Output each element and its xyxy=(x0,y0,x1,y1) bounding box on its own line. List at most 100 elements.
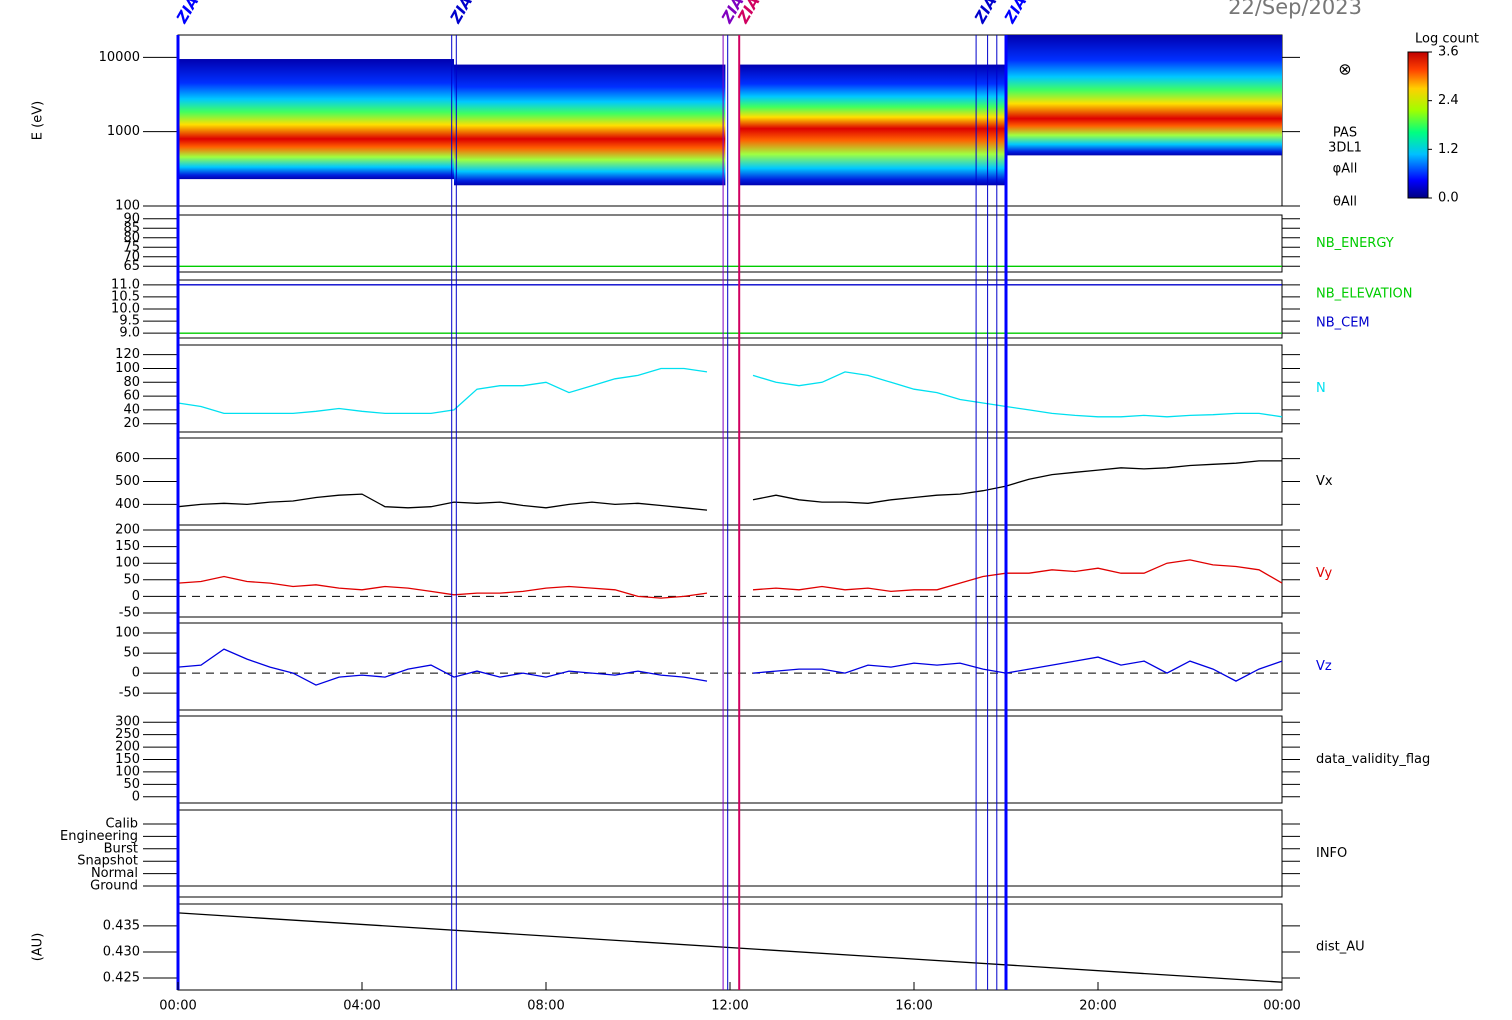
event-label: ZIAS xyxy=(1000,0,1036,27)
series-name: Vx xyxy=(1316,474,1333,489)
spectrogram-band xyxy=(1006,35,1282,156)
y-tick-label: 0.430 xyxy=(103,944,140,959)
series-name: NB_CEM xyxy=(1316,316,1370,331)
y-tick-label: -50 xyxy=(119,686,140,701)
panel-frame xyxy=(177,715,1283,804)
colorbar-tick-label: 1.2 xyxy=(1438,142,1459,157)
panel-frame xyxy=(177,809,1283,898)
y-tick-label: 0 xyxy=(132,589,140,604)
series-line xyxy=(177,460,1282,511)
y-tick-label: 500 xyxy=(115,474,140,489)
y-tick-label: 300 xyxy=(115,715,140,730)
category-label: Ground xyxy=(90,879,138,894)
y-tick-label: 120 xyxy=(115,347,140,362)
x-tick-label: 00:00 xyxy=(159,999,196,1014)
series-line xyxy=(177,559,1283,599)
y-tick-label: 1000 xyxy=(107,124,140,139)
panel-frame xyxy=(177,437,1283,526)
event-label: ZIAS xyxy=(970,0,1006,27)
y-tick-label: 9.0 xyxy=(119,326,140,341)
y-tick-label: 250 xyxy=(115,727,140,742)
panel-label: data_validity_flag xyxy=(1316,752,1430,767)
y-tick-label: 0.425 xyxy=(103,971,140,986)
y-tick-label: 10000 xyxy=(99,50,140,65)
y-tick-label: 50 xyxy=(123,646,140,661)
panel-frame xyxy=(177,622,1283,711)
x-tick-label: 20:00 xyxy=(1079,999,1116,1014)
y-tick-label: 0 xyxy=(132,666,140,681)
y-tick-label: 50 xyxy=(123,572,140,587)
y-tick-label: 150 xyxy=(115,752,140,767)
y-tick-label: 10.5 xyxy=(111,289,140,304)
series-line xyxy=(177,367,1283,418)
series-line xyxy=(177,912,1283,983)
y-tick-label: 100 xyxy=(115,764,140,779)
spectrogram-band xyxy=(739,64,1006,186)
x-tick-label: 16:00 xyxy=(895,999,932,1014)
event-label: ZIAS xyxy=(172,0,208,27)
series-name: NB_ENERGY xyxy=(1316,236,1394,251)
x-tick-label: 12:00 xyxy=(711,999,748,1014)
y-tick-label: 50 xyxy=(123,777,140,792)
series-name: dist_AU xyxy=(1316,940,1365,955)
y-tick-label: 200 xyxy=(115,523,140,538)
category-label: Calib xyxy=(105,817,138,832)
symbol: ⊗ xyxy=(1338,60,1351,79)
instrument-label: θAll xyxy=(1333,195,1357,210)
date: 22/Sep/2023 xyxy=(1228,0,1362,19)
spectrogram-band xyxy=(178,59,454,180)
y-tick-label: 40 xyxy=(123,402,140,417)
category-label: Snapshot xyxy=(77,854,138,869)
panel-label: INFO xyxy=(1316,846,1347,861)
y-tick-label: 65 xyxy=(123,259,140,274)
y-tick-label: -50 xyxy=(119,606,140,621)
category-label: Engineering xyxy=(60,829,138,844)
panel-frame xyxy=(177,279,1283,339)
x-tick-label: 08:00 xyxy=(527,999,564,1014)
panel-frame xyxy=(177,214,1283,273)
y-tick-label: 10.0 xyxy=(111,302,140,317)
colorbar-tick-label: 0.0 xyxy=(1438,191,1459,206)
x-tick-label: 04:00 xyxy=(343,999,380,1014)
panel-frame xyxy=(177,529,1283,618)
spectrogram-band xyxy=(454,64,726,186)
y-tick-label: 80 xyxy=(123,375,140,390)
x-tick-label: 00:00 xyxy=(1263,999,1300,1014)
y-axis-label: E (eV) xyxy=(31,101,46,140)
y-tick-label: 0 xyxy=(132,789,140,804)
y-tick-label: 60 xyxy=(123,389,140,404)
category-label: Normal xyxy=(91,866,138,881)
y-tick-label: 100 xyxy=(115,556,140,571)
y-tick-label: 100 xyxy=(115,626,140,641)
colorbar-tick-label: 3.6 xyxy=(1438,45,1459,60)
instrument-label: φAll xyxy=(1333,162,1358,177)
y-tick-label: 400 xyxy=(115,497,140,512)
y-tick-label: 600 xyxy=(115,451,140,466)
y-tick-label: 200 xyxy=(115,740,140,755)
instrument-label: PAS xyxy=(1333,126,1357,141)
y-tick-label: 75 xyxy=(123,240,140,255)
y-tick-label: 70 xyxy=(123,249,140,264)
colorbar-tick-label: 2.4 xyxy=(1438,93,1459,108)
y-tick-label: 9.5 xyxy=(119,314,140,329)
category-label: Burst xyxy=(104,841,138,856)
y-tick-label: 100 xyxy=(115,199,140,214)
colorbar-title: Log count xyxy=(1415,32,1479,47)
panel-frame xyxy=(177,344,1283,433)
y-axis-label: (AU) xyxy=(31,933,46,962)
y-tick-label: 100 xyxy=(115,361,140,376)
series-name: NB_ELEVATION xyxy=(1316,287,1413,302)
series-line xyxy=(177,648,1283,686)
instrument-label: 3DL1 xyxy=(1328,141,1362,156)
event-label: ZIAS xyxy=(446,0,482,27)
colorbar xyxy=(1407,51,1429,199)
y-tick-label: 80 xyxy=(123,230,140,245)
y-tick-label: 85 xyxy=(123,221,140,236)
y-tick-label: 90 xyxy=(123,211,140,226)
series-name: Vz xyxy=(1316,659,1332,674)
y-tick-label: 11.0 xyxy=(111,277,140,292)
series-name: Vy xyxy=(1316,566,1333,581)
y-tick-label: 150 xyxy=(115,539,140,554)
